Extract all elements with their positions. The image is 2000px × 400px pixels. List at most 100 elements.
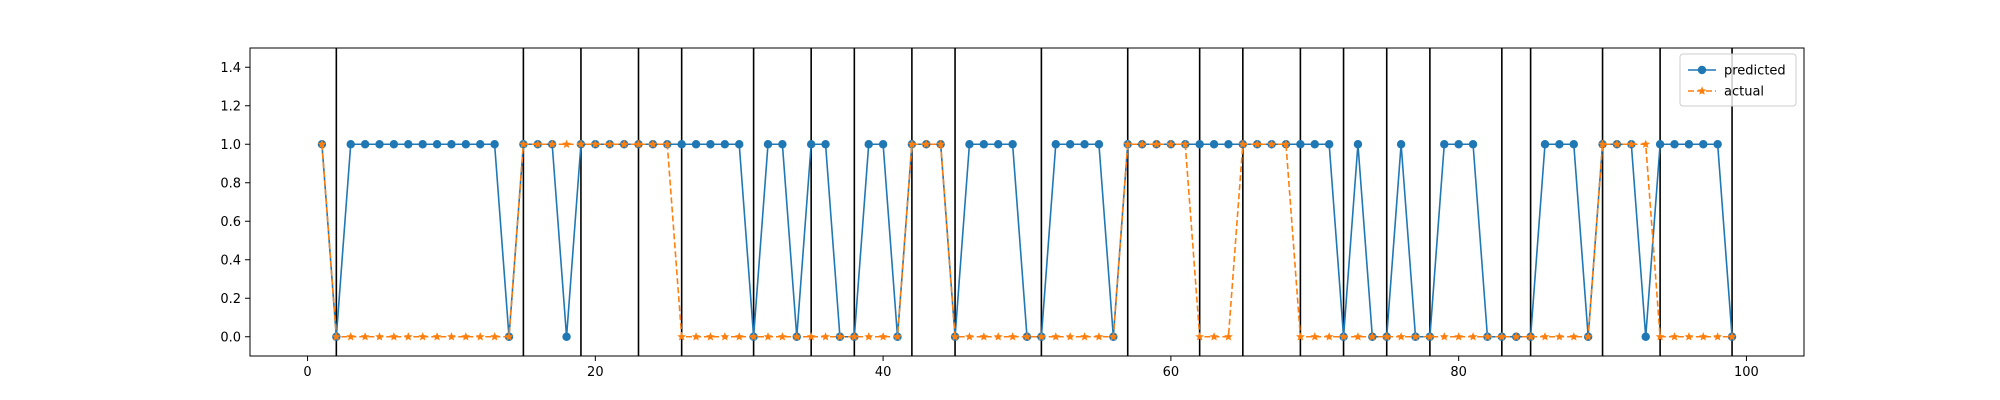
data-point-actual: [921, 139, 931, 148]
data-point-actual: [418, 332, 428, 341]
data-point-predicted: [562, 332, 571, 341]
data-point-predicted: [1454, 140, 1463, 149]
data-point-actual: [893, 332, 902, 341]
data-point-actual: [1037, 332, 1046, 341]
data-point-predicted: [389, 140, 399, 149]
data-point-actual: [778, 332, 787, 341]
data-point-predicted: [490, 140, 499, 149]
data-point-actual: [1324, 332, 1334, 341]
data-point-actual: [1626, 139, 1636, 148]
data-point-predicted: [806, 140, 816, 149]
data-point-actual: [1008, 332, 1017, 341]
data-point-actual: [346, 332, 356, 341]
data-point-actual: [950, 332, 960, 341]
series-line-predicted: [321, 143, 1733, 338]
y-tick-label: 1.0: [220, 138, 241, 153]
data-point-predicted: [1051, 140, 1060, 149]
data-point-predicted: [979, 140, 989, 149]
data-point-actual: [1195, 332, 1205, 341]
data-point-actual: [1598, 139, 1607, 148]
data-point-predicted: [691, 140, 701, 149]
data-point-actual: [504, 332, 514, 341]
data-point-predicted: [1310, 140, 1319, 149]
data-point-actual: [1468, 332, 1478, 341]
data-point-actual: [1108, 332, 1118, 341]
data-point-actual: [1080, 332, 1089, 341]
data-point-actual: [1555, 332, 1564, 341]
legend-box: [1679, 53, 1797, 107]
data-point-predicted: [864, 140, 873, 149]
data-point-predicted: [1713, 140, 1722, 149]
data-point-actual: [1713, 332, 1723, 341]
data-point-actual: [720, 332, 730, 341]
data-point-actual: [1310, 332, 1320, 341]
data-point-predicted: [720, 140, 730, 149]
data-point-predicted: [447, 140, 456, 149]
data-point-predicted: [821, 140, 830, 149]
x-tick-label: 20: [587, 365, 604, 380]
x-tick-label: 100: [1734, 365, 1759, 380]
data-point-predicted: [1065, 140, 1075, 149]
data-point-actual: [806, 332, 816, 341]
data-point-actual: [619, 139, 629, 148]
data-point-actual: [490, 332, 499, 341]
x-tick-label: 40: [875, 365, 892, 380]
data-point-predicted: [1209, 140, 1219, 149]
legend-label-predicted: predicted: [1724, 64, 1786, 79]
data-point-actual: [1411, 332, 1420, 341]
data-point-actual: [1353, 332, 1363, 341]
data-point-actual: [1655, 332, 1665, 341]
data-point-actual: [1612, 139, 1622, 148]
data-point-actual: [835, 332, 845, 341]
data-point-predicted: [1008, 140, 1017, 149]
data-point-actual: [1497, 332, 1507, 341]
data-point-actual: [1483, 332, 1492, 341]
data-point-actual: [648, 139, 658, 148]
data-point-predicted: [763, 140, 773, 149]
data-point-actual: [849, 332, 859, 341]
legend-marker-predicted: [1697, 65, 1707, 75]
data-point-predicted: [1670, 140, 1679, 149]
data-point-actual: [1022, 332, 1032, 341]
series-layer: [317, 139, 1737, 341]
data-point-actual: [1238, 139, 1248, 148]
data-point-actual: [993, 332, 1003, 341]
data-point-actual: [1425, 332, 1435, 341]
data-point-actual: [1123, 139, 1133, 148]
data-point-actual: [447, 332, 456, 341]
data-point-predicted: [346, 140, 355, 149]
data-point-predicted: [1296, 140, 1305, 149]
data-point-actual: [1396, 332, 1406, 341]
data-point-actual: [1367, 332, 1377, 341]
y-axis: 0.0 0.2 0.4 0.6 0.8 1.0 1.2 1.4: [220, 61, 250, 345]
data-point-actual: [403, 332, 413, 341]
plot-frame: [249, 47, 1805, 357]
y-tick-label: 1.4: [220, 61, 241, 76]
x-axis: 0 20 40 60 80 100: [303, 356, 1759, 380]
data-point-actual: [979, 332, 989, 341]
y-tick-label: 0.2: [220, 292, 241, 307]
data-point-predicted: [1468, 140, 1478, 149]
data-point-actual: [1209, 332, 1219, 341]
data-point-actual: [1166, 139, 1176, 148]
data-point-actual: [907, 139, 917, 148]
data-point-actual: [749, 332, 758, 341]
data-point-actual: [576, 139, 586, 148]
data-point-actual: [864, 332, 874, 341]
data-point-predicted: [1684, 140, 1694, 149]
data-point-predicted: [778, 140, 787, 149]
data-point-actual: [792, 332, 802, 341]
data-point-actual: [965, 332, 974, 341]
data-point-predicted: [677, 140, 686, 149]
data-point-predicted: [735, 140, 744, 149]
data-point-actual: [461, 332, 471, 341]
data-point-actual: [1454, 332, 1464, 341]
data-point-actual: [1224, 332, 1233, 341]
data-point-actual: [1526, 332, 1535, 341]
data-point-predicted: [404, 140, 413, 149]
data-point-actual: [375, 332, 384, 341]
data-point-actual: [1137, 139, 1147, 148]
data-point-predicted: [1440, 140, 1449, 149]
data-point-actual: [1252, 139, 1262, 148]
